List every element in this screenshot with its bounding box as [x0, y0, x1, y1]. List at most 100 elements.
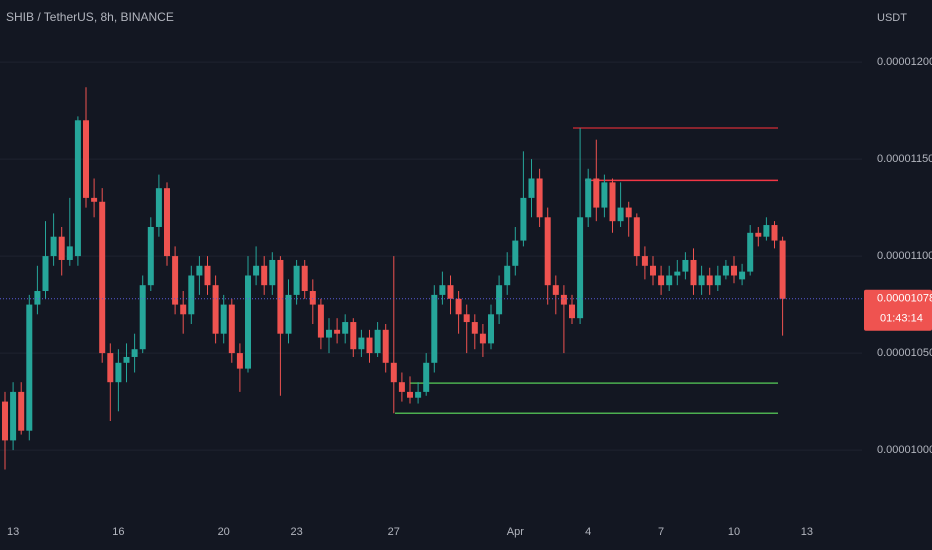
candle-body — [382, 329, 389, 363]
candle-body — [496, 285, 503, 315]
x-tick-label: 10 — [728, 526, 740, 538]
candle-body — [706, 275, 713, 286]
candle-body — [66, 246, 73, 260]
candle-body — [690, 259, 697, 286]
candle-body — [528, 178, 535, 198]
candle-body — [164, 188, 170, 257]
candle-body — [577, 217, 584, 319]
candle-body — [666, 275, 673, 286]
candle-body — [739, 271, 746, 280]
candle-body — [585, 178, 592, 218]
candle-body — [83, 120, 89, 198]
y-tick-label: 0.00001200 — [877, 56, 932, 68]
candle-body — [91, 197, 98, 202]
currency-label: USDT — [877, 12, 907, 24]
candle-body — [220, 304, 227, 334]
y-tick-label: 0.00001000 — [877, 444, 932, 456]
candle-body — [633, 217, 640, 257]
candle-body — [447, 285, 454, 299]
candle-body — [342, 322, 349, 334]
candle-body — [755, 232, 762, 237]
last-price-label: 0.00001078 — [877, 293, 932, 305]
last-price-box — [864, 289, 932, 331]
candle-body — [245, 275, 251, 369]
candle-body — [147, 226, 154, 286]
candle-body — [463, 314, 470, 323]
candle-body — [115, 362, 122, 383]
candle-body — [771, 225, 778, 241]
candle-body — [593, 178, 600, 208]
candle-body — [763, 225, 770, 237]
candle-body — [366, 337, 373, 354]
candle-body — [58, 236, 65, 260]
candle-body — [552, 285, 559, 295]
candle-body — [212, 285, 219, 334]
x-tick-label: 13 — [801, 526, 813, 538]
candle-body — [455, 298, 462, 315]
candle-body — [188, 275, 195, 315]
x-tick-label: 23 — [290, 526, 302, 538]
candle-body — [625, 207, 632, 218]
candle-body — [123, 356, 130, 363]
candle-body — [698, 275, 705, 286]
candle-body — [674, 271, 681, 276]
candle-body — [609, 182, 616, 222]
x-tick-label: 27 — [388, 526, 400, 538]
candle-body — [99, 201, 106, 354]
candle-body — [731, 265, 737, 276]
candle-body — [722, 265, 729, 276]
candle-body — [155, 188, 162, 227]
candle-body — [560, 294, 567, 305]
candle-body — [34, 291, 41, 305]
candle-body — [139, 285, 146, 350]
candle-body — [431, 294, 438, 363]
x-tick-label: 4 — [585, 526, 591, 538]
countdown-label: 01:43:14 — [880, 313, 923, 325]
candle-body — [18, 391, 25, 431]
candle-body — [228, 304, 235, 354]
candle-body — [309, 291, 316, 305]
candle-body — [374, 329, 381, 354]
candle-body — [204, 265, 211, 286]
candle-body — [236, 353, 243, 369]
candle-body — [261, 265, 268, 286]
candle-body — [317, 304, 324, 338]
candle-body — [172, 256, 179, 305]
x-tick-label: 16 — [112, 526, 124, 538]
candle-body — [569, 304, 575, 319]
candle-body — [326, 329, 332, 338]
candle-body — [131, 349, 138, 357]
candle-body — [601, 182, 608, 208]
candle-body — [350, 322, 357, 350]
candle-body — [269, 259, 276, 286]
x-tick-label: 20 — [218, 526, 230, 538]
candle-body — [488, 314, 494, 344]
candle-body — [407, 391, 413, 398]
candle-body — [196, 265, 203, 276]
candle-body — [10, 391, 17, 441]
candle-body — [293, 265, 300, 295]
candle-body — [2, 401, 8, 441]
candle-body — [520, 197, 527, 241]
x-tick-label: 13 — [7, 526, 19, 538]
candle-body — [650, 265, 656, 276]
candle-body — [50, 236, 57, 257]
y-tick-label: 0.00001150 — [877, 153, 932, 165]
candle-body — [682, 259, 689, 272]
candle-body — [641, 256, 648, 266]
candle-body — [301, 265, 308, 292]
candle-body — [504, 265, 511, 286]
candle-body — [423, 362, 430, 392]
candle-body — [390, 362, 397, 383]
candle-body — [512, 240, 519, 266]
candle-body — [42, 256, 49, 292]
candle-body — [747, 232, 754, 272]
candle-body — [617, 207, 624, 222]
candle-body — [714, 275, 721, 286]
candle-body — [544, 217, 551, 286]
candle-body — [180, 304, 187, 315]
chart-title: SHIB / TetherUS, 8h, BINANCE — [6, 10, 174, 24]
candle-body — [471, 322, 478, 334]
